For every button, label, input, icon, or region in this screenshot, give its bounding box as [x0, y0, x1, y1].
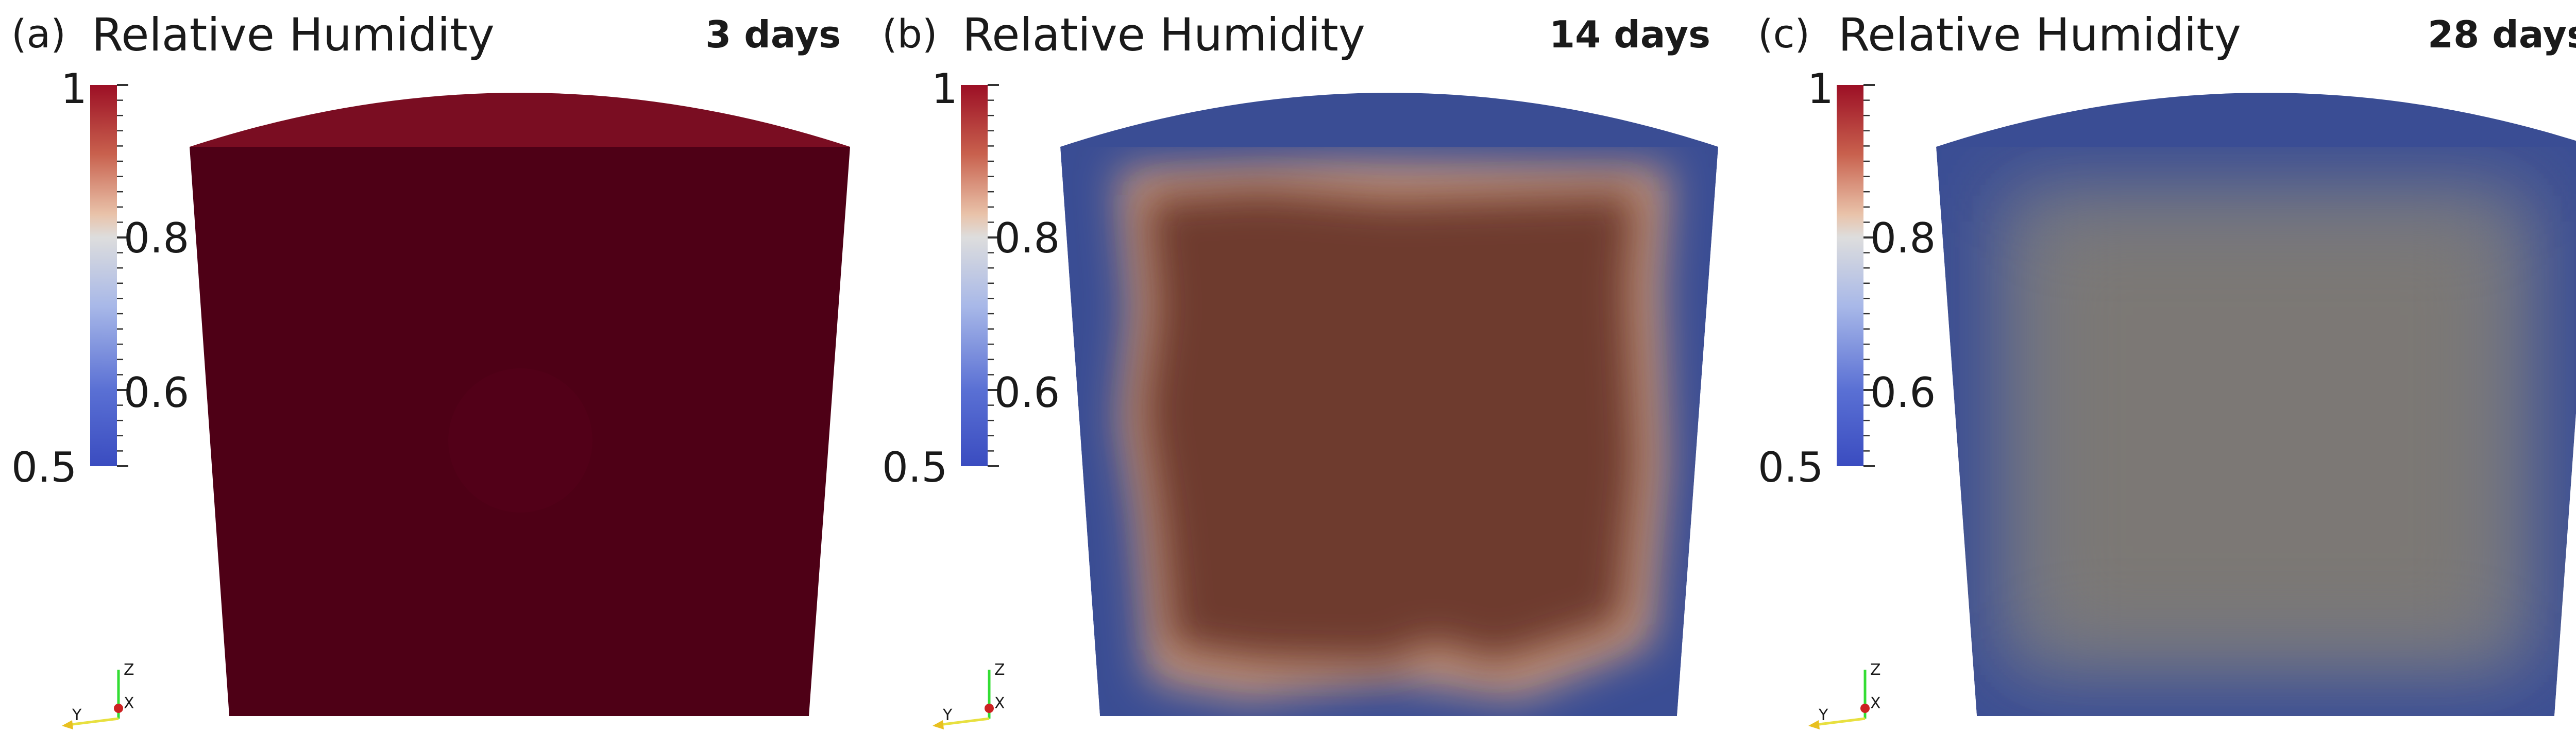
- axis-z-label: Z: [124, 661, 134, 679]
- specimen-render: [190, 93, 850, 716]
- moisture-core: [2040, 222, 2494, 639]
- colorbar-tick-min: 0.5: [1758, 444, 1823, 491]
- axis-x-label: X: [994, 694, 1005, 712]
- moisture-core: [1141, 188, 1638, 665]
- colorbar-tick-06: 0.6: [124, 369, 189, 417]
- time-label: 3 days: [705, 13, 841, 56]
- axis-y-label: Y: [942, 706, 953, 724]
- colorbar-tick-min: 0.5: [11, 444, 77, 491]
- specimen-top-face: [1936, 93, 2576, 147]
- axis-y-label: Y: [72, 706, 82, 724]
- axis-z-label: Z: [1870, 661, 1881, 679]
- specimen-render: [1060, 93, 1718, 716]
- specimen-top-face: [190, 93, 850, 147]
- panel-c: (c) Relative Humidity 28 days 1 0.8 0.6 …: [1758, 8, 2576, 729]
- colorbar-tick-06: 0.6: [1870, 369, 1936, 417]
- orientation-axes: Z X Y: [1808, 661, 1881, 729]
- axis-x-label: X: [1870, 694, 1881, 712]
- colorbar-gradient: [961, 85, 988, 466]
- panel-label: (a): [11, 11, 66, 57]
- colorbar-tick-max: 1: [931, 65, 958, 113]
- colorbar: 1 0.8 0.6 0.5: [882, 65, 1060, 491]
- colorbar-tick-max: 1: [1807, 65, 1834, 113]
- specimen-render: [1936, 93, 2576, 716]
- colorbar-tick-06: 0.6: [994, 369, 1060, 417]
- colorbar: 1 0.8 0.6 0.5: [11, 65, 189, 491]
- panel-a: (a) Relative Humidity 3 days 1 0.8 0.6 0…: [11, 8, 850, 729]
- panel-title: Relative Humidity: [962, 8, 1365, 61]
- time-label: 28 days: [2428, 13, 2576, 56]
- panel-title: Relative Humidity: [1838, 8, 2241, 61]
- panel-b: (b) Relative Humidity 14 days 1 0.8 0.6 …: [882, 8, 1718, 729]
- colorbar-tick-min: 0.5: [882, 444, 947, 491]
- colorbar: 1 0.8 0.6 0.5: [1758, 65, 1936, 491]
- colorbar-tick-08: 0.8: [994, 214, 1060, 262]
- colorbar-tick-08: 0.8: [1870, 214, 1936, 262]
- colorbar-gradient: [90, 85, 117, 466]
- axis-z-label: Z: [994, 661, 1005, 679]
- colorbar-tick-08: 0.8: [124, 214, 189, 262]
- panel-title: Relative Humidity: [92, 8, 495, 61]
- colorbar-tick-max: 1: [61, 65, 87, 113]
- panel-label: (c): [1758, 11, 1810, 57]
- axis-x-label: X: [124, 694, 134, 712]
- colorbar-gradient: [1837, 85, 1863, 466]
- time-label: 14 days: [1549, 13, 1710, 56]
- specimen-top-face: [1060, 93, 1718, 147]
- panel-label: (b): [882, 11, 938, 57]
- axis-y-label: Y: [1818, 706, 1828, 724]
- orientation-axes: Z X Y: [933, 661, 1005, 729]
- sensor-core-outline: [448, 368, 592, 513]
- orientation-axes: Z X Y: [62, 661, 134, 729]
